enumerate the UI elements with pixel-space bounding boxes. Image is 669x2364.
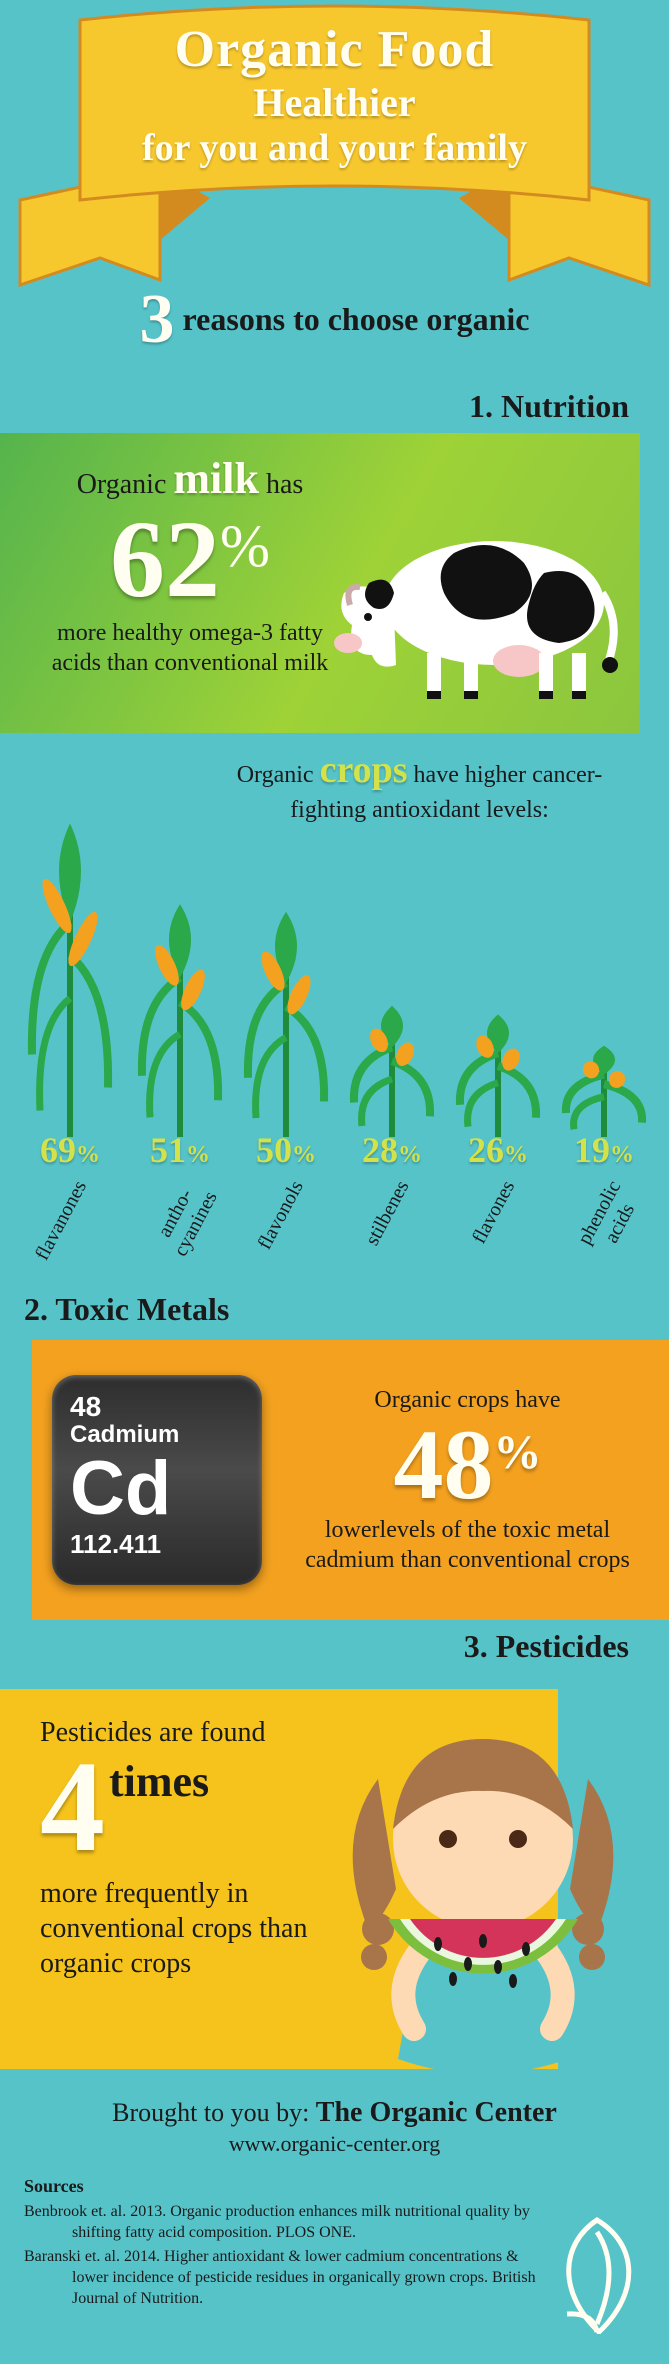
leaf-logo-icon — [547, 2214, 647, 2334]
crop-label: stilbenes — [361, 1177, 414, 1250]
sources-heading: Sources — [24, 2175, 549, 2198]
element-number: 48 — [70, 1391, 244, 1423]
corn-icon — [559, 1041, 649, 1137]
crop-label: flavones — [468, 1177, 520, 1248]
corn-icon — [25, 807, 115, 1137]
milk-pct: 62 — [110, 504, 220, 614]
brought-line: Brought to you by: The Organic Center — [0, 2097, 669, 2129]
banner-sub1: Healthier — [0, 79, 669, 126]
corn-icon — [135, 892, 225, 1137]
element-mass: 112.411 — [70, 1529, 244, 1560]
milk-pct-sign: % — [220, 513, 270, 579]
crop-label: flavanones — [31, 1177, 92, 1264]
milk-card: Organic milk has 62% more healthy omega-… — [0, 433, 640, 733]
toxic-card: 48 Cadmium Cd 112.411 Organic crops have… — [32, 1340, 669, 1620]
corn-icon — [347, 999, 437, 1137]
section-pest-head: 3. Pesticides — [0, 1620, 669, 1673]
milk-post: has — [266, 469, 303, 500]
crops-bar-chart: 69%flavanones 51%antho-cyanines 50%flavo… — [10, 831, 659, 1261]
corn-icon — [241, 900, 331, 1137]
toxic-pct-sign: % — [494, 1429, 542, 1477]
pest-body: more frequently in conventional crops th… — [40, 1876, 360, 1981]
brought-name: The Organic Center — [316, 2097, 557, 2128]
pest-times: times — [109, 1757, 209, 1806]
cow-icon — [334, 493, 624, 703]
crop-bar: 51%antho-cyanines — [130, 892, 230, 1261]
banner-sub2: for you and your family — [0, 126, 669, 170]
source-item: Benbrook et. al. 2013. Organic productio… — [24, 2202, 549, 2244]
toxic-pct: 48 — [394, 1415, 494, 1515]
milk-line1: Organic milk has — [30, 453, 350, 504]
section-nutrition-head: 1. Nutrition — [0, 380, 669, 433]
pest-num: 4 — [40, 1749, 105, 1866]
crop-label: antho-cyanines — [149, 1177, 222, 1260]
banner-title: Organic Food — [0, 20, 669, 79]
crop-bar: 69%flavanones — [20, 807, 120, 1261]
site-url: www.organic-center.org — [0, 2131, 669, 2157]
pesticides-card: Pesticides are found 4 times more freque… — [0, 1689, 558, 2069]
section-toxic-head: 2. Toxic Metals — [0, 1261, 669, 1340]
crop-bar: 26%flavones — [448, 1008, 548, 1261]
crop-label: phenolicacids — [574, 1177, 647, 1259]
banner: Organic Food Healthier for you and your … — [0, 0, 669, 310]
infographic-root: Organic Food Healthier for you and your … — [0, 0, 669, 2364]
crop-bar: 50%flavonols — [236, 900, 336, 1261]
brought-pre: Brought to you by: — [112, 2098, 316, 2127]
crops-intro-pre: Organic — [237, 762, 314, 788]
toxic-post: lowerlevels of the toxic metal cadmium t… — [290, 1515, 645, 1575]
girl-watermelon-icon — [318, 1719, 648, 2079]
crops-intro-word: crops — [320, 749, 408, 791]
cadmium-tile: 48 Cadmium Cd 112.411 — [52, 1375, 262, 1585]
corn-icon — [453, 1008, 543, 1137]
element-symbol: Cd — [70, 1455, 244, 1523]
crop-bar: 28%stilbenes — [342, 999, 442, 1261]
milk-pre: Organic — [77, 469, 167, 500]
crop-bar: 19%phenolicacids — [554, 1041, 654, 1261]
element-name: Cadmium — [70, 1421, 244, 1449]
milk-body: more healthy omega-3 fatty acids than co… — [30, 618, 350, 678]
milk-word: milk — [173, 454, 259, 503]
toxic-text: Organic crops have 48% lowerlevels of th… — [290, 1385, 645, 1575]
source-item: Baranski et. al. 2014. Higher antioxidan… — [24, 2247, 549, 2309]
crop-label: flavonols — [253, 1177, 308, 1254]
